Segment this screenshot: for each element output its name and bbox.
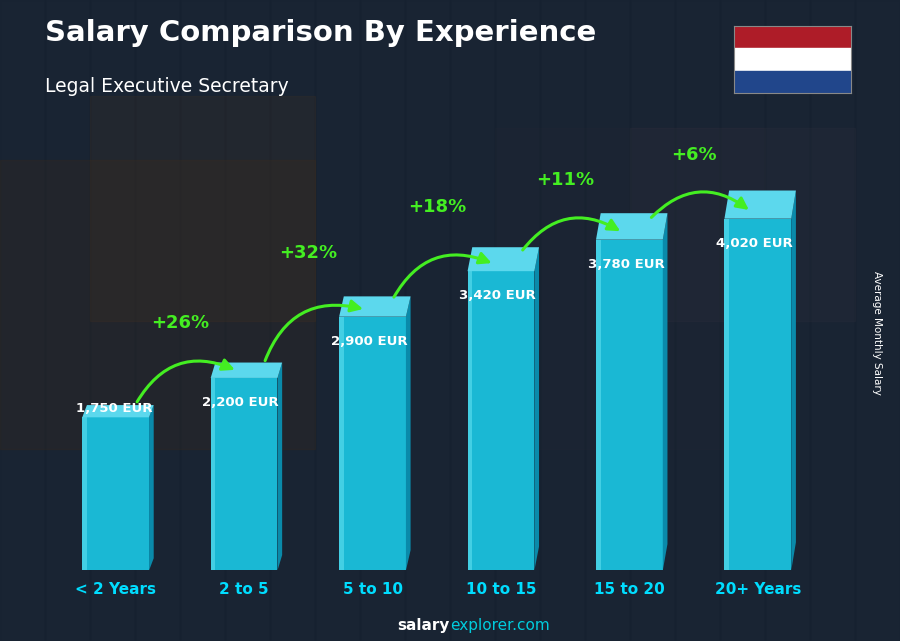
Text: salary: salary xyxy=(398,618,450,633)
Polygon shape xyxy=(468,247,539,271)
Polygon shape xyxy=(339,296,410,317)
Text: +11%: +11% xyxy=(536,172,595,190)
Text: Average Monthly Salary: Average Monthly Salary xyxy=(872,271,883,395)
Polygon shape xyxy=(211,378,277,570)
Text: 3,780 EUR: 3,780 EUR xyxy=(588,258,664,271)
Polygon shape xyxy=(662,213,668,570)
Polygon shape xyxy=(468,271,535,570)
Polygon shape xyxy=(724,219,791,570)
Bar xyxy=(734,26,850,48)
Bar xyxy=(734,71,850,93)
Text: +26%: +26% xyxy=(151,314,209,332)
Text: +18%: +18% xyxy=(408,199,466,217)
Bar xyxy=(734,48,850,71)
Polygon shape xyxy=(82,405,154,417)
Polygon shape xyxy=(82,417,149,570)
Polygon shape xyxy=(82,417,87,570)
Text: 4,020 EUR: 4,020 EUR xyxy=(716,237,793,250)
Polygon shape xyxy=(406,296,410,570)
Polygon shape xyxy=(596,213,668,240)
Text: 3,420 EUR: 3,420 EUR xyxy=(459,289,536,303)
Text: Salary Comparison By Experience: Salary Comparison By Experience xyxy=(45,19,596,47)
Polygon shape xyxy=(791,190,796,570)
Polygon shape xyxy=(339,317,344,570)
Polygon shape xyxy=(339,317,406,570)
Polygon shape xyxy=(596,240,662,570)
Polygon shape xyxy=(277,363,283,570)
Text: 2,900 EUR: 2,900 EUR xyxy=(331,335,408,348)
Polygon shape xyxy=(596,240,600,570)
Text: +6%: +6% xyxy=(671,146,716,164)
Text: +32%: +32% xyxy=(280,244,338,262)
Polygon shape xyxy=(724,219,729,570)
Text: Legal Executive Secretary: Legal Executive Secretary xyxy=(45,77,289,96)
Polygon shape xyxy=(724,190,796,219)
Text: 2,200 EUR: 2,200 EUR xyxy=(202,396,279,409)
Polygon shape xyxy=(211,363,283,378)
Text: 1,750 EUR: 1,750 EUR xyxy=(76,402,152,415)
Text: explorer.com: explorer.com xyxy=(450,618,550,633)
Polygon shape xyxy=(149,405,154,570)
Polygon shape xyxy=(211,378,215,570)
Polygon shape xyxy=(535,247,539,570)
Polygon shape xyxy=(468,271,472,570)
